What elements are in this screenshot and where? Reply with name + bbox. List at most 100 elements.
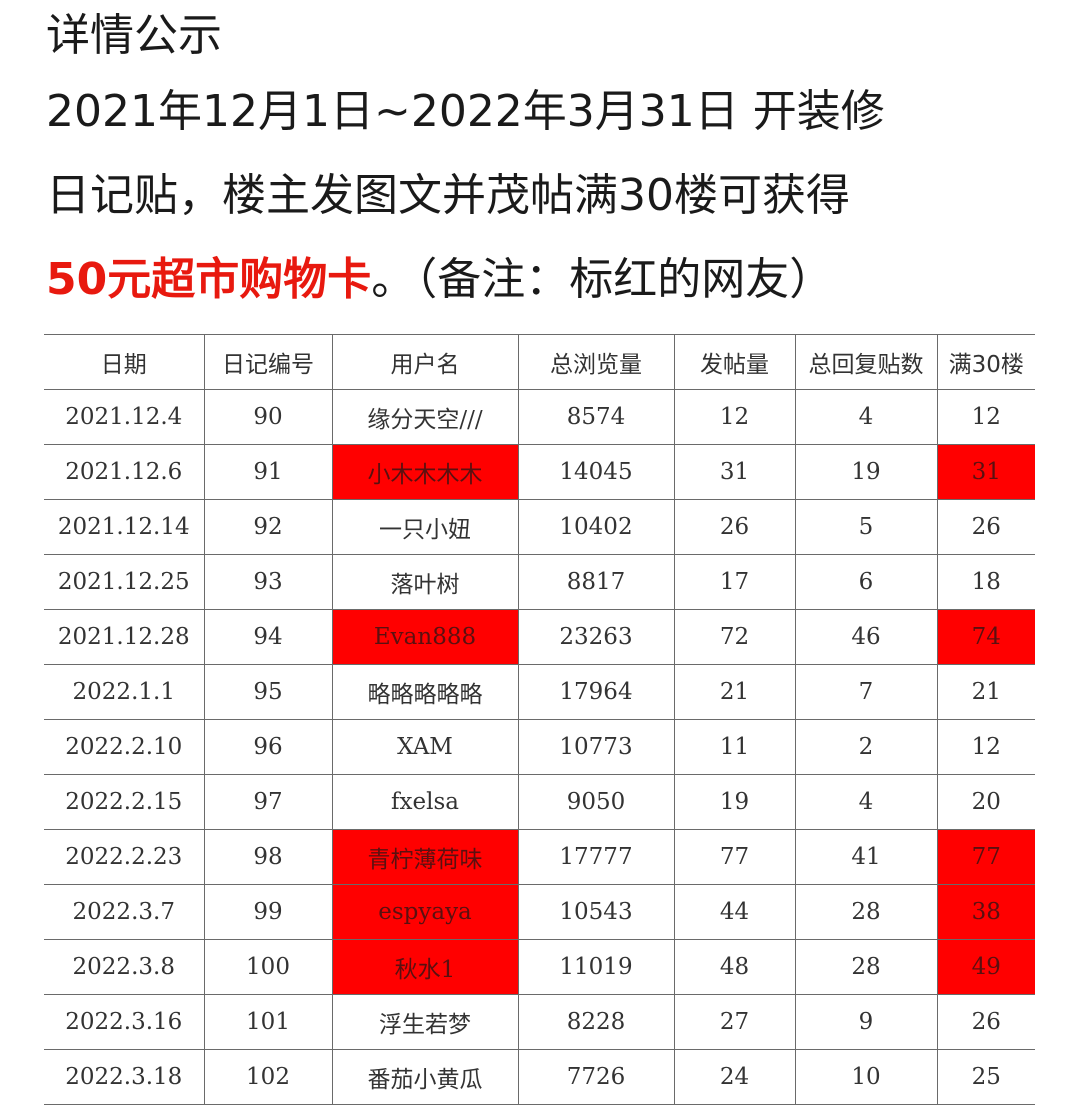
cell-post-count: 77 <box>673 829 796 885</box>
cell-diary-number: 94 <box>203 609 333 665</box>
table-row: 2022.3.16 101 浮生若梦 8228 27 9 26 <box>44 994 1035 1050</box>
table-row: 2022.2.10 96 XAM 10773 11 2 12 <box>44 719 1035 775</box>
cell-username: 浮生若梦 <box>331 994 519 1050</box>
cell-diary-number: 98 <box>203 829 333 885</box>
prize-line: 50元超市购物卡。（备注：标红的网友） <box>46 238 1046 322</box>
header-total-views: 总浏览量 <box>517 334 675 390</box>
cell-date: 2022.1.1 <box>44 664 205 720</box>
cell-total-views: 10773 <box>517 719 675 775</box>
cell-total-views: 8228 <box>517 994 675 1050</box>
cell-username: 一只小妞 <box>331 499 519 555</box>
cell-full-30-floors: 49 <box>936 939 1035 995</box>
header-total-replies: 总回复贴数 <box>794 334 938 390</box>
header-full-30-floors: 满30楼 <box>936 334 1035 390</box>
cell-total-views: 17777 <box>517 829 675 885</box>
cell-total-views: 11019 <box>517 939 675 995</box>
cell-date: 2022.2.15 <box>44 774 205 830</box>
cell-username: 小木木木木 <box>331 444 519 500</box>
cell-post-count: 21 <box>673 664 796 720</box>
cell-total-replies: 46 <box>794 609 938 665</box>
cell-diary-number: 93 <box>203 554 333 610</box>
cell-date: 2022.3.7 <box>44 884 205 940</box>
cell-post-count: 44 <box>673 884 796 940</box>
cell-full-30-floors: 38 <box>936 884 1035 940</box>
cell-total-views: 10543 <box>517 884 675 940</box>
cell-post-count: 26 <box>673 499 796 555</box>
cell-username: 青柠薄荷味 <box>331 829 519 885</box>
cell-username: Evan888 <box>331 609 519 665</box>
table-header-row: 日期 日记编号 用户名 总浏览量 发帖量 总回复贴数 满30楼 <box>44 334 1035 390</box>
table-row: 2022.3.18 102 番茄小黄瓜 7726 24 10 25 <box>44 1049 1035 1105</box>
cell-date: 2021.12.25 <box>44 554 205 610</box>
event-rule-text: 日记贴，楼主发图文并茂帖满30楼可获得 <box>46 170 850 221</box>
cell-post-count: 17 <box>673 554 796 610</box>
cell-full-30-floors: 26 <box>936 994 1035 1050</box>
cell-total-replies: 41 <box>794 829 938 885</box>
cell-diary-number: 90 <box>203 389 333 445</box>
table-row: 2021.12.6 91 小木木木木 14045 31 19 31 <box>44 444 1035 500</box>
table-row: 2021.12.4 90 缘分天空///8574 12 4 12 <box>44 389 1035 445</box>
table-row: 2021.12.28 94 Evan888 23263 72 46 74 <box>44 609 1035 665</box>
cell-total-views: 23263 <box>517 609 675 665</box>
table-row: 2021.12.25 93 落叶树 8817 17 6 18 <box>44 554 1035 610</box>
cell-total-replies: 2 <box>794 719 938 775</box>
cell-diary-number: 96 <box>203 719 333 775</box>
cell-total-replies: 6 <box>794 554 938 610</box>
cell-diary-number: 97 <box>203 774 333 830</box>
cell-diary-number: 102 <box>203 1049 333 1105</box>
cell-full-30-floors: 74 <box>936 609 1035 665</box>
cell-total-replies: 28 <box>794 939 938 995</box>
cell-diary-number: 92 <box>203 499 333 555</box>
cell-post-count: 27 <box>673 994 796 1050</box>
cell-full-30-floors: 26 <box>936 499 1035 555</box>
cell-total-views: 7726 <box>517 1049 675 1105</box>
cell-total-views: 14045 <box>517 444 675 500</box>
cell-date: 2022.3.8 <box>44 939 205 995</box>
remark-text: 。（备注：标红的网友） <box>371 254 834 305</box>
cell-post-count: 24 <box>673 1049 796 1105</box>
cell-diary-number: 95 <box>203 664 333 720</box>
cell-total-replies: 28 <box>794 884 938 940</box>
cell-post-count: 48 <box>673 939 796 995</box>
cell-total-replies: 9 <box>794 994 938 1050</box>
cell-username: 略略略略略 <box>331 664 519 720</box>
table-row: 2022.1.1 95 略略略略略 17964 21 7 21 <box>44 664 1035 720</box>
cell-full-30-floors: 25 <box>936 1049 1035 1105</box>
cell-full-30-floors: 21 <box>936 664 1035 720</box>
results-table: 日期 日记编号 用户名 总浏览量 发帖量 总回复贴数 满30楼 2021.12.… <box>44 334 1035 1105</box>
cell-username: fxelsa <box>331 774 519 830</box>
cell-post-count: 72 <box>673 609 796 665</box>
header-diary-number: 日记编号 <box>203 334 333 390</box>
cell-diary-number: 101 <box>203 994 333 1050</box>
cell-date: 2021.12.28 <box>44 609 205 665</box>
cell-full-30-floors: 18 <box>936 554 1035 610</box>
cell-total-replies: 4 <box>794 389 938 445</box>
announcement-text: 详情公示 2021年12月1日~2022年3月31日 开装修 日记贴，楼主发图文… <box>46 4 1046 322</box>
cell-post-count: 19 <box>673 774 796 830</box>
header-username: 用户名 <box>331 334 519 390</box>
cell-username: XAM <box>331 719 519 775</box>
cell-username: 番茄小黄瓜 <box>331 1049 519 1105</box>
cell-diary-number: 100 <box>203 939 333 995</box>
cell-total-views: 10402 <box>517 499 675 555</box>
table-body: 2021.12.4 90 缘分天空///8574 12 4 12 2021.12.6 91 小木… <box>44 389 1035 1105</box>
table-row: 2021.12.14 92 一只小妞 10402 26 5 26 <box>44 499 1035 555</box>
cell-total-replies: 7 <box>794 664 938 720</box>
cell-post-count: 12 <box>673 389 796 445</box>
cell-diary-number: 91 <box>203 444 333 500</box>
cell-username: 秋水1 <box>331 939 519 995</box>
prize-highlight: 50元超市购物卡 <box>46 254 372 305</box>
table-row: 2022.3.7 99 espyaya 10543 44 28 38 <box>44 884 1035 940</box>
table-row: 2022.3.8 100 秋水1 11019 48 28 49 <box>44 939 1035 995</box>
page-title: 详情公示 <box>46 10 222 61</box>
cell-post-count: 31 <box>673 444 796 500</box>
table-row: 2022.2.23 98 青柠薄荷味 17777 77 41 77 <box>44 829 1035 885</box>
results-table-container: 日期 日记编号 用户名 总浏览量 发帖量 总回复贴数 满30楼 2021.12.… <box>44 334 1035 1105</box>
cell-full-30-floors: 31 <box>936 444 1035 500</box>
cell-full-30-floors: 12 <box>936 389 1035 445</box>
cell-full-30-floors: 20 <box>936 774 1035 830</box>
cell-date: 2021.12.4 <box>44 389 205 445</box>
cell-total-replies: 5 <box>794 499 938 555</box>
cell-diary-number: 99 <box>203 884 333 940</box>
cell-total-views: 8817 <box>517 554 675 610</box>
